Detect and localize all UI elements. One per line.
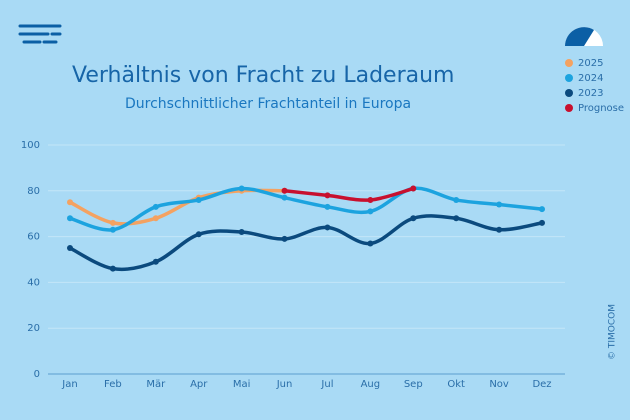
data-point xyxy=(67,245,73,252)
x-tick-label: Nov xyxy=(489,379,509,390)
data-point xyxy=(238,185,245,192)
data-point xyxy=(152,203,159,210)
data-point xyxy=(324,224,331,231)
data-point xyxy=(410,215,417,222)
x-tick-label: Jan xyxy=(61,379,77,390)
x-tick-label: Mai xyxy=(233,379,251,390)
x-tick-label: Jun xyxy=(276,379,293,390)
chart-title: Verhältnis von Fracht zu Laderaum xyxy=(72,63,455,88)
data-point xyxy=(367,196,374,203)
y-tick-label: 100 xyxy=(21,140,40,151)
legend-label: Prognose xyxy=(578,103,624,114)
data-point xyxy=(67,199,73,206)
x-tick-label: Okt xyxy=(447,379,465,390)
y-tick-label: 40 xyxy=(27,277,40,288)
logo xyxy=(18,24,62,44)
data-point xyxy=(67,215,73,222)
y-tick-label: 60 xyxy=(27,232,40,243)
data-point xyxy=(539,219,545,226)
data-point xyxy=(367,208,374,215)
chart-subtitle: Durchschnittlicher Frachtanteil in Europ… xyxy=(125,96,411,112)
x-tick-label: Apr xyxy=(190,379,208,390)
data-point xyxy=(109,265,116,272)
x-tick-label: Mär xyxy=(146,379,166,390)
series-line xyxy=(68,186,544,232)
x-tick-label: Dez xyxy=(532,379,551,390)
y-tick-label: 20 xyxy=(27,323,40,334)
data-point xyxy=(195,196,202,203)
data-point xyxy=(109,226,116,233)
legend-label: 2023 xyxy=(578,88,603,99)
data-point xyxy=(152,258,159,265)
data-point xyxy=(324,192,331,199)
data-point xyxy=(152,215,159,222)
data-point xyxy=(281,187,288,194)
legend-label: 2025 xyxy=(578,58,603,69)
data-point xyxy=(367,240,374,247)
legend-label: 2024 xyxy=(578,73,603,84)
x-tick-label: Sep xyxy=(404,379,423,390)
series-line xyxy=(282,186,416,202)
legend-swatch xyxy=(565,89,573,97)
series-line xyxy=(68,214,544,272)
data-point xyxy=(496,226,503,233)
data-point xyxy=(109,219,116,226)
x-tick-label: Jul xyxy=(320,379,333,390)
data-point xyxy=(281,194,288,201)
data-point xyxy=(539,206,545,213)
data-point xyxy=(324,203,331,210)
data-point xyxy=(496,201,503,208)
data-point xyxy=(238,229,245,236)
data-point xyxy=(410,185,417,192)
x-tick-label: Feb xyxy=(104,379,122,390)
y-tick-label: 80 xyxy=(27,186,40,197)
data-point xyxy=(453,215,460,222)
x-tick-label: Aug xyxy=(361,379,381,390)
gauge-icon xyxy=(565,27,603,46)
series-line xyxy=(68,188,287,226)
legend-swatch xyxy=(565,104,573,112)
data-point xyxy=(195,231,202,238)
legend-swatch xyxy=(565,59,573,67)
data-point xyxy=(281,235,288,242)
data-point xyxy=(453,196,460,203)
copyright: © TIMOCOM xyxy=(608,304,618,360)
legend-swatch xyxy=(565,74,573,82)
y-tick-label: 0 xyxy=(34,369,40,380)
